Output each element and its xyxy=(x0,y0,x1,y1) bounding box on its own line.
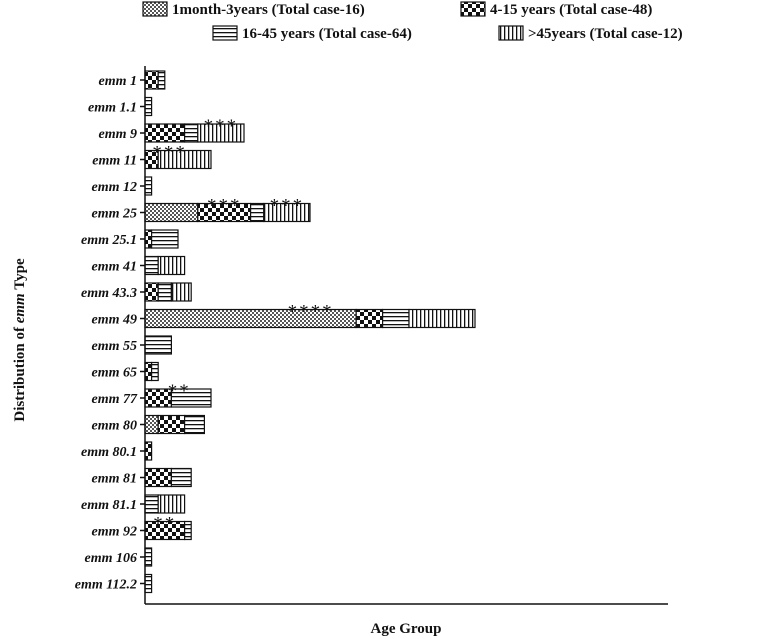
significance-mark-3: *** xyxy=(207,196,242,217)
significance-mark-6: ** xyxy=(168,381,191,402)
bar-emm-65-series-3 xyxy=(151,361,159,382)
y-axis-title: Distribution of emm Type xyxy=(12,258,28,422)
y-tick-label-emm-81: emm 81 xyxy=(92,472,138,487)
bar-emm-43-3-series-4 xyxy=(170,282,192,302)
y-tick-label-emm-80: emm 80 xyxy=(92,419,138,434)
bar-emm-1-1-series-3 xyxy=(144,96,153,117)
y-tick-label-emm-92: emm 92 xyxy=(92,525,138,540)
bar-emm-9-series-3 xyxy=(184,123,199,143)
bar-emm-11-series-4 xyxy=(157,149,212,170)
legend-label-1: 1month-3years (Total case-16) xyxy=(172,2,365,18)
bar-emm-25-1-series-3 xyxy=(151,229,179,249)
bar-emm-25-1-series-2 xyxy=(144,229,153,249)
bar-emm-9-series-2 xyxy=(144,123,186,143)
bar-emm-80-series-3 xyxy=(184,414,206,435)
bar-emm-9-series-4 xyxy=(197,123,245,143)
bar-emm-80-series-1 xyxy=(144,414,159,435)
y-tick-label-emm-25-1: emm 25.1 xyxy=(81,233,137,248)
significance-mark-4: *** xyxy=(270,196,305,217)
y-tick-label-emm-9: emm 9 xyxy=(99,127,138,142)
y-tick-label-emm-11: emm 11 xyxy=(92,154,137,169)
bar-emm-43-3-series-3 xyxy=(157,282,172,302)
y-tick-label-emm-43-3: emm 43.3 xyxy=(81,286,137,301)
y-tick-label-emm-106: emm 106 xyxy=(85,551,138,566)
bar-emm-25-series-3 xyxy=(250,202,265,223)
y-tick-label-emm-77: emm 77 xyxy=(92,392,138,407)
legend-label-3: 16-45 years (Total case-64) xyxy=(242,26,412,42)
bar-emm-80-1-series-2 xyxy=(144,441,153,461)
bar-emm-112-2-series-3 xyxy=(144,573,153,594)
bar-emm-81-series-3 xyxy=(170,467,192,488)
bar-emm-65-series-2 xyxy=(144,361,153,382)
legend-swatch-3 xyxy=(212,25,238,41)
bars-group xyxy=(144,70,476,594)
bar-emm-25-series-1 xyxy=(144,202,199,223)
significance-mark-1: *** xyxy=(204,116,239,137)
y-tick-label-emm-112-2: emm 112.2 xyxy=(75,578,137,593)
bar-emm-81-series-2 xyxy=(144,467,172,488)
y-tick-label-emm-65: emm 65 xyxy=(92,366,138,381)
y-tick-label-emm-80-1: emm 80.1 xyxy=(81,445,137,460)
bar-emm-1-series-2 xyxy=(144,70,159,90)
bar-emm-49-series-2 xyxy=(355,308,384,329)
y-axis-title-suffix: Type xyxy=(12,258,28,293)
y-axis-title-emph: emm xyxy=(12,293,28,323)
bar-emm-41-series-4 xyxy=(157,255,186,276)
bar-emm-81-1-series-3 xyxy=(144,494,159,514)
bar-emm-106-series-3 xyxy=(144,547,153,567)
y-tick-label-emm-55: emm 55 xyxy=(92,339,138,354)
y-axis-title-prefix: Distribution of xyxy=(12,323,28,421)
legend-label-2: 4-15 years (Total case-48) xyxy=(490,2,652,18)
legend-swatch-4 xyxy=(498,25,524,41)
bar-emm-55-series-3 xyxy=(144,335,172,355)
y-tick-label-emm-1: emm 1 xyxy=(99,74,138,89)
bar-emm-41-series-3 xyxy=(144,255,159,276)
significance-mark-5: **** xyxy=(288,302,334,323)
legend-label-4: >45years (Total case-12) xyxy=(528,26,683,42)
significance-mark-2: *** xyxy=(152,143,187,164)
legend: 1month-3years (Total case-16) 4-15 years … xyxy=(142,1,683,42)
y-tick-label-emm-12: emm 12 xyxy=(92,180,138,195)
y-tick-label-emm-41: emm 41 xyxy=(92,260,138,275)
bar-emm-1-series-3 xyxy=(157,70,166,90)
y-tick-label-emm-1-1: emm 1.1 xyxy=(88,101,137,116)
bar-emm-25-series-4 xyxy=(263,202,311,223)
y-tick-label-emm-49: emm 49 xyxy=(92,313,138,328)
bar-emm-49-series-3 xyxy=(382,308,410,329)
annotations-group: ********* *********** xyxy=(152,116,334,535)
bar-emm-92-series-3 xyxy=(184,520,192,541)
y-tick-label-emm-25: emm 25 xyxy=(92,207,138,222)
legend-swatch-1 xyxy=(142,1,168,17)
x-axis-title: Age Group xyxy=(371,621,442,637)
y-tick-labels: emm 1 emm 1.1 emm 9 emm 11 emm 12 emm 25 emm 2… xyxy=(75,74,145,593)
significance-mark-7: ** xyxy=(153,514,176,535)
legend-swatch-2 xyxy=(460,1,486,17)
bar-emm-49-series-4 xyxy=(408,308,476,329)
bar-emm-80-series-2 xyxy=(157,414,186,435)
y-tick-label-emm-81-1: emm 81.1 xyxy=(81,498,137,513)
bar-emm-81-1-series-4 xyxy=(157,494,186,514)
bar-emm-77-series-3 xyxy=(170,388,212,408)
bar-emm-43-3-series-2 xyxy=(144,282,159,302)
bar-emm-12-series-3 xyxy=(144,176,153,196)
